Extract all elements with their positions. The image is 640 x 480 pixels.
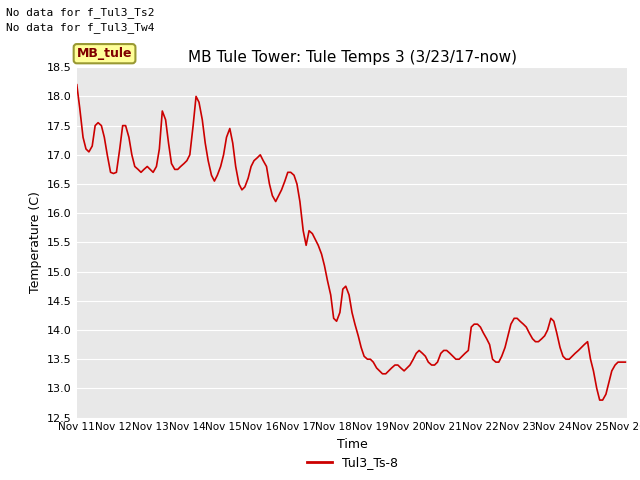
X-axis label: Time: Time	[337, 438, 367, 451]
Title: MB Tule Tower: Tule Temps 3 (3/23/17-now): MB Tule Tower: Tule Temps 3 (3/23/17-now…	[188, 49, 516, 65]
Legend: Tul3_Ts-8: Tul3_Ts-8	[301, 451, 403, 474]
Y-axis label: Temperature (C): Temperature (C)	[29, 192, 42, 293]
Text: MB_tule: MB_tule	[77, 47, 132, 60]
Text: No data for f_Tul3_Ts2: No data for f_Tul3_Ts2	[6, 7, 155, 18]
Text: No data for f_Tul3_Tw4: No data for f_Tul3_Tw4	[6, 22, 155, 33]
